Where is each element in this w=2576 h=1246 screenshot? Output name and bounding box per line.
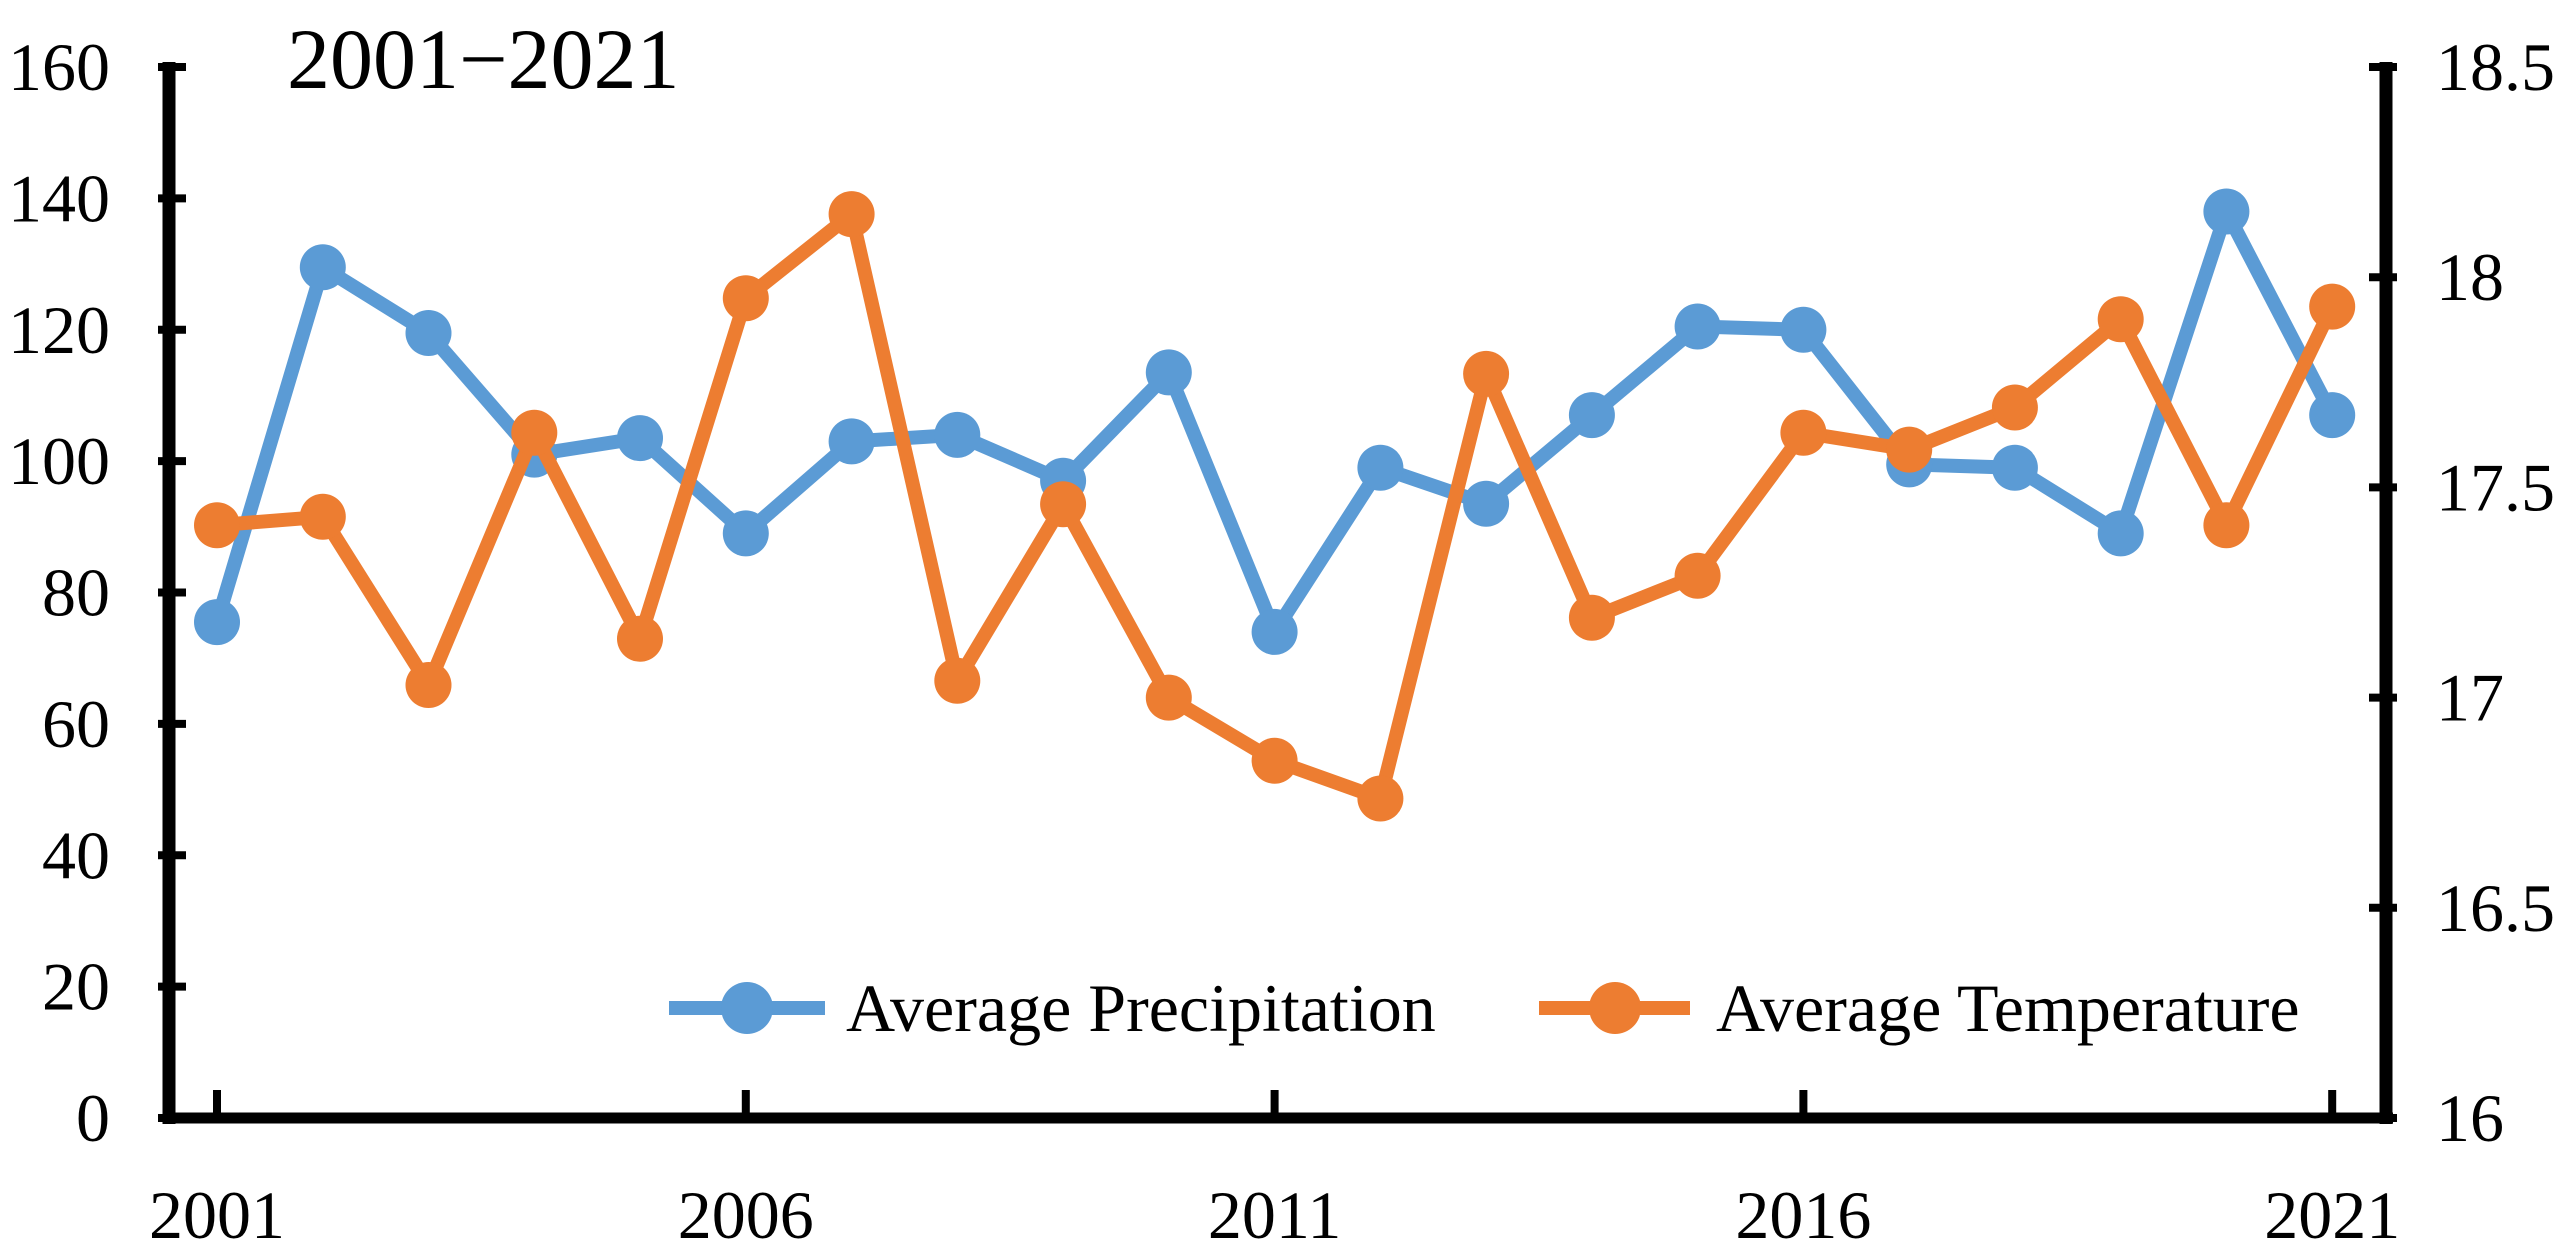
temperature-marker bbox=[934, 657, 981, 704]
temperature-legend-marker-icon bbox=[1589, 982, 1641, 1034]
right-axis-tick-label: 16.5 bbox=[2436, 870, 2555, 946]
temperature-marker bbox=[1568, 594, 1615, 641]
temperature-marker bbox=[1463, 350, 1510, 397]
right-axis-tick-label: 18 bbox=[2436, 239, 2504, 315]
precipitation-marker bbox=[1991, 444, 2038, 491]
temperature-marker bbox=[2309, 283, 2356, 330]
temperature-marker bbox=[1145, 674, 1192, 721]
precipitation-marker bbox=[1568, 392, 1615, 439]
precipitation-marker bbox=[2203, 188, 2250, 235]
x-axis-tick-label: 2011 bbox=[1208, 1177, 1341, 1246]
left-axis-tick-label: 60 bbox=[42, 686, 110, 762]
precipitation-marker bbox=[1357, 444, 1404, 491]
temperature-marker bbox=[1251, 737, 1298, 784]
left-axis-tick-labels: 0 20 40 60 80 100 120 140 160 bbox=[8, 29, 110, 1156]
right-axis-tick-label: 17.5 bbox=[2436, 449, 2555, 525]
left-axis-tick-label: 80 bbox=[42, 555, 110, 631]
left-axis-tick-label: 140 bbox=[8, 160, 110, 236]
temperature-line bbox=[210, 207, 2340, 806]
precipitation-marker bbox=[194, 599, 240, 646]
right-axis-tick-label: 16 bbox=[2436, 1080, 2504, 1156]
legend-label-temperature: Average Temperature bbox=[1716, 970, 2300, 1046]
temperature-marker bbox=[1886, 426, 1933, 473]
precipitation-marker bbox=[1145, 349, 1192, 396]
chart-title: 2001−2021 bbox=[287, 11, 680, 107]
temperature-marker bbox=[1357, 775, 1404, 822]
temperature-marker bbox=[2203, 502, 2250, 549]
legend-item-temperature: Average Temperature bbox=[1539, 970, 2300, 1046]
temperature-marker bbox=[299, 493, 346, 540]
right-axis-tick-labels: 16 16.5 17 17.5 18 18.5 bbox=[2436, 29, 2555, 1156]
temperature-marker bbox=[2097, 296, 2144, 343]
temperature-marker bbox=[722, 275, 769, 322]
left-axis-tick-label: 120 bbox=[8, 292, 110, 368]
temperature-marker bbox=[617, 615, 663, 662]
left-axis-tick-label: 40 bbox=[42, 817, 110, 893]
precipitation-marker bbox=[2309, 392, 2356, 439]
x-axis-tick-label: 2006 bbox=[678, 1177, 814, 1246]
precipitation-marker bbox=[299, 244, 346, 291]
legend-label-precipitation: Average Precipitation bbox=[846, 970, 1436, 1046]
precipitation-marker bbox=[405, 310, 452, 356]
precipitation-marker bbox=[617, 415, 663, 462]
temperature-marker bbox=[1040, 481, 1087, 528]
precipitation-marker bbox=[2097, 510, 2144, 557]
precipitation-marker bbox=[934, 411, 981, 458]
x-axis-tick-label: 2021 bbox=[2264, 1177, 2400, 1246]
precipitation-marker bbox=[1251, 608, 1298, 655]
temperature-marker bbox=[194, 502, 240, 549]
left-axis-tick-label: 160 bbox=[8, 29, 110, 105]
temperature-marker bbox=[1674, 552, 1721, 599]
precipitation-marker bbox=[1674, 303, 1721, 350]
series-temperature bbox=[194, 191, 2356, 822]
precipitation-marker bbox=[828, 418, 875, 465]
temperature-marker bbox=[1991, 384, 2038, 431]
left-axis-tick-label: 100 bbox=[8, 423, 110, 499]
precipitation-legend-marker-icon bbox=[721, 982, 773, 1034]
precipitation-marker bbox=[722, 510, 769, 557]
right-axis-tick-label: 18.5 bbox=[2436, 29, 2555, 105]
left-axis-tick-label: 0 bbox=[76, 1080, 110, 1156]
temperature-marker bbox=[405, 662, 452, 708]
legend: Average Precipitation Average Temperatur… bbox=[669, 970, 2300, 1046]
temperature-marker bbox=[1780, 409, 1827, 456]
right-axis-tick-label: 17 bbox=[2436, 660, 2504, 736]
x-axis-tick-label: 2001 bbox=[149, 1177, 285, 1246]
left-axis-tick-label: 20 bbox=[42, 949, 110, 1025]
data-series bbox=[194, 188, 2356, 822]
x-axis-tick-label: 2016 bbox=[1735, 1177, 1871, 1246]
temperature-marker bbox=[511, 409, 558, 456]
precipitation-marker bbox=[1463, 480, 1510, 527]
x-axis-tick-labels: 2001 2006 2011 2016 2021 bbox=[149, 1177, 2400, 1246]
precipitation-marker bbox=[1780, 306, 1827, 353]
legend-item-precipitation: Average Precipitation bbox=[669, 970, 1436, 1046]
axes bbox=[158, 62, 2397, 1124]
temperature-marker bbox=[828, 191, 875, 238]
